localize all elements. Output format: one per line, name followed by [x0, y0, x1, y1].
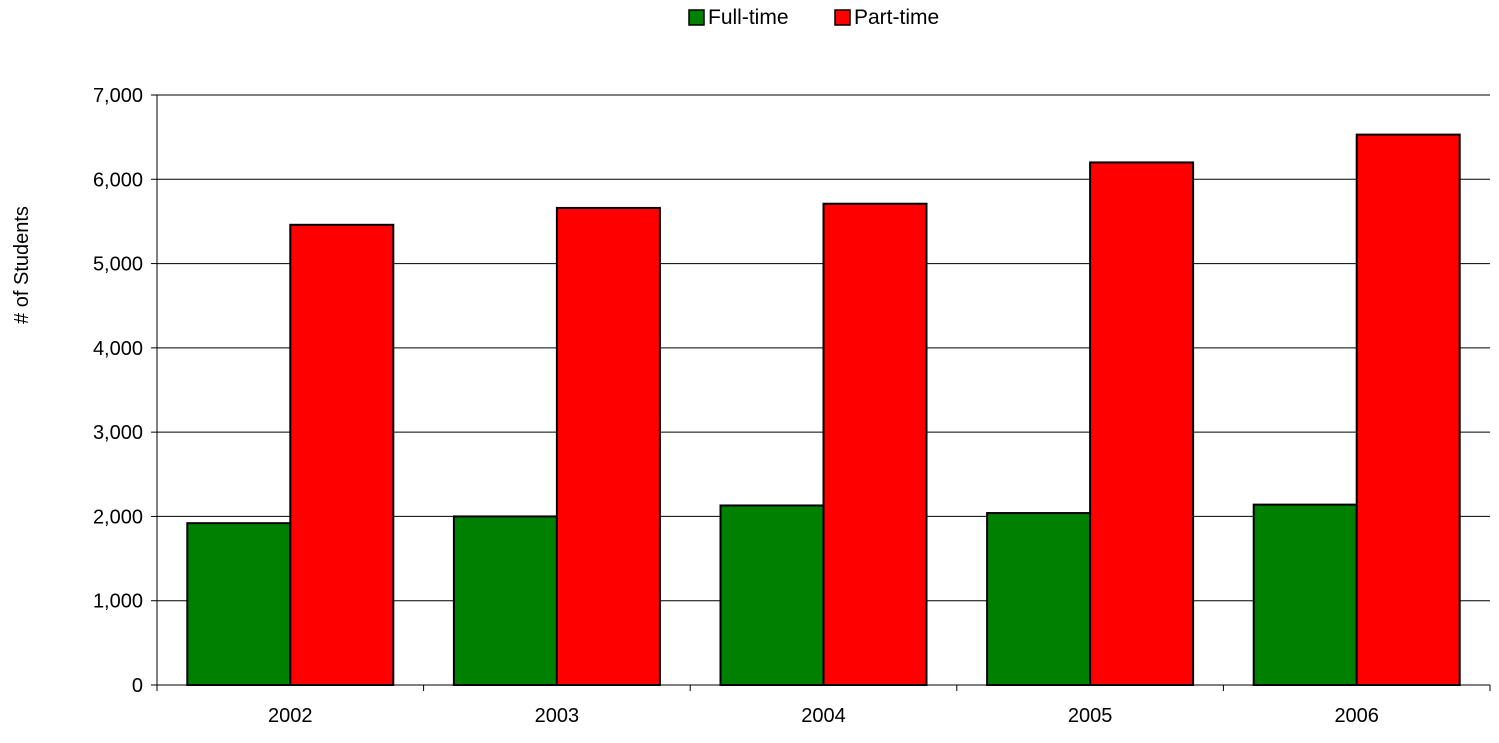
axes [151, 94, 1491, 691]
y-tick-label: 4,000 [93, 338, 143, 360]
bar-part-time-2004 [822, 202, 928, 686]
legend-label-part-time: Part-time [854, 6, 939, 29]
y-tick-label: 1,000 [93, 591, 143, 613]
bar-full-time-2003 [452, 515, 558, 687]
legend: Full-time Part-time [688, 6, 939, 29]
x-tick-label: 2004 [801, 705, 846, 727]
x-tick-labels: 2002 2003 2004 2005 2006 [268, 705, 1379, 727]
bar-full-time-2006 [1252, 503, 1358, 686]
bar-part-time-2003 [555, 206, 661, 686]
y-tick-labels: 0 1,000 2,000 3,000 4,000 5,000 6,000 7,000 [93, 85, 143, 697]
y-axis-title: # of Students [11, 206, 33, 324]
legend-swatch-full-time [688, 9, 705, 26]
bar-part-time-2006 [1355, 133, 1461, 687]
bar-full-time-2005 [986, 512, 1092, 686]
x-tick-label: 2006 [1334, 705, 1379, 727]
x-tick-label: 2005 [1068, 705, 1113, 727]
legend-label-full-time: Full-time [708, 6, 789, 29]
y-tick-label: 6,000 [93, 169, 143, 191]
legend-swatch-part-time [834, 9, 851, 26]
bar-full-time-2002 [186, 522, 292, 687]
y-tick-label: 5,000 [93, 254, 143, 276]
y-tick-label: 0 [132, 675, 143, 697]
y-tick-label: 2,000 [93, 506, 143, 528]
y-tick-label: 3,000 [93, 422, 143, 444]
y-tick-label: 7,000 [93, 85, 143, 107]
bar-part-time-2002 [289, 223, 395, 687]
bar-full-time-2004 [719, 504, 825, 686]
bar-part-time-2005 [1089, 161, 1195, 686]
x-tick-label: 2003 [535, 705, 580, 727]
bars [186, 133, 1461, 687]
x-tick-label: 2002 [268, 705, 313, 727]
